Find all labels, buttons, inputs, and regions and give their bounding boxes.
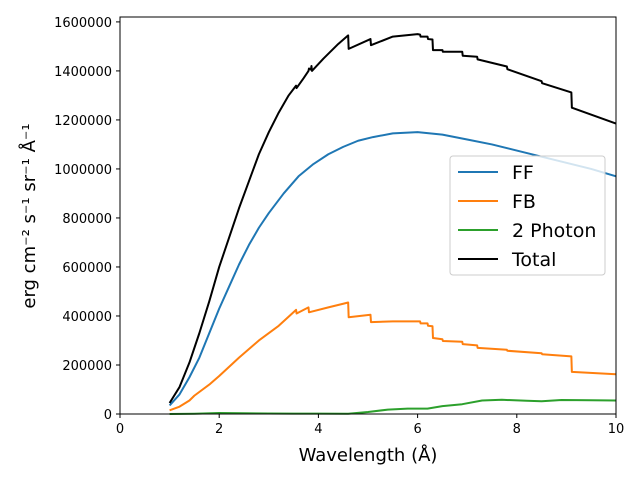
y-tick-label: 1000000 [54, 163, 112, 178]
series-line-fb [169, 301, 617, 412]
x-tick-label: 10 [608, 422, 625, 437]
x-tick-label: 8 [513, 422, 521, 437]
y-axis-label: erg cm⁻² s⁻¹ sr⁻¹ Å⁻¹ [18, 123, 40, 308]
x-tick-label: 0 [116, 422, 124, 437]
x-tick-label: 2 [215, 422, 223, 437]
series-layer [168, 33, 617, 415]
y-tick-label: 800000 [62, 212, 112, 227]
plot-frame [119, 16, 617, 415]
series-line-ff [168, 131, 617, 407]
y-tick-label: 200000 [62, 359, 112, 374]
legend-label: 2 Photon [512, 220, 596, 242]
legend-label: FF [512, 162, 534, 184]
y-tick-label: 600000 [62, 261, 112, 276]
y-tick-label: 400000 [62, 310, 112, 325]
series-line-total [168, 33, 617, 404]
axes-layer: 0 2 4 6 8 10 0 200000 400000 600000 800000 1000000 1… [54, 16, 624, 437]
legend-frame [449, 155, 606, 276]
x-tick-label: 4 [314, 422, 322, 437]
x-axis-label: Wavelength (Å) [299, 444, 438, 466]
y-tick-label: 1400000 [54, 65, 112, 80]
y-tick-label: 1600000 [54, 16, 112, 31]
legend: FF FB 2 Photon Total [449, 155, 606, 276]
legend-label: Total [511, 249, 556, 271]
y-tick-label: 1200000 [54, 114, 112, 129]
x-tick-label: 6 [413, 422, 421, 437]
legend-label: FB [512, 191, 536, 213]
series-line-2-photon [169, 398, 617, 415]
y-tick-label: 0 [104, 408, 112, 423]
